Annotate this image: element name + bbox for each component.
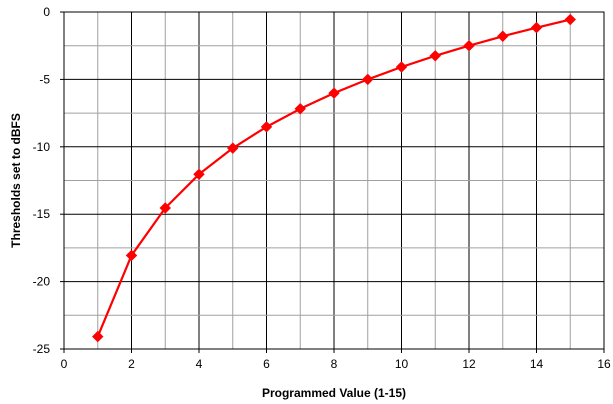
data-point-marker (530, 21, 543, 34)
data-point-marker (362, 73, 374, 86)
data-point-marker (227, 142, 239, 154)
data-point-marker (497, 30, 509, 42)
x-tick-label: 2 (128, 357, 135, 371)
y-tick-label: -15 (33, 207, 51, 221)
data-point-marker (125, 249, 138, 262)
x-tick-label: 8 (331, 357, 338, 371)
y-tick-label: -20 (33, 275, 51, 289)
x-tick-label: 14 (530, 357, 544, 371)
data-point-marker (429, 50, 441, 62)
data-point-marker (395, 61, 408, 73)
data-point-marker (260, 121, 273, 133)
data-point-marker (159, 202, 171, 214)
grid (63, 11, 605, 350)
data-point-marker (463, 39, 475, 52)
x-tick-label: 0 (61, 357, 68, 371)
x-tick-label: 10 (395, 357, 409, 371)
data-point-marker (294, 103, 306, 115)
x-axis: 0 2 4 6 8 10 12 14 16 (61, 349, 611, 371)
x-axis-title: Programmed Value (1-15) (262, 386, 406, 400)
x-tick-label: 6 (263, 357, 270, 371)
series-layer (92, 13, 576, 343)
x-tick-label: 16 (597, 357, 611, 371)
data-point-marker (92, 330, 104, 343)
x-tick-label: 12 (462, 357, 476, 371)
y-tick-label: -25 (33, 342, 51, 356)
y-tick-label: -5 (39, 72, 50, 86)
y-tick-label: 0 (43, 5, 50, 19)
y-tick-label: -10 (33, 140, 51, 154)
x-tick-label: 4 (196, 357, 203, 371)
y-axis-title: Thresholds set to dBFS (9, 113, 23, 248)
data-point-marker (564, 13, 576, 26)
y-axis: 0 -5 -10 -15 -20 -25 (33, 5, 64, 356)
data-point-marker (193, 168, 205, 181)
data-point-marker (328, 87, 340, 99)
